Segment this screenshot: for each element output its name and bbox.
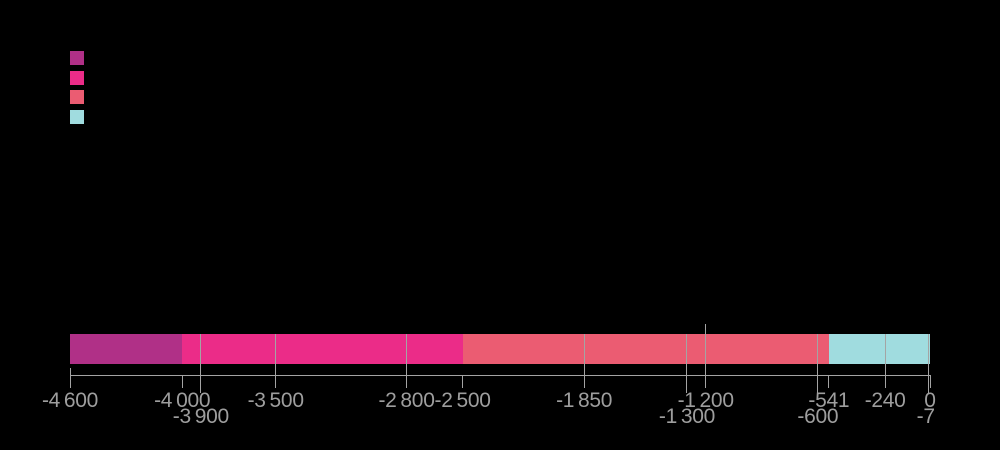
- tick-label--4000: -4 000: [154, 389, 211, 412]
- bar-segment-2: [182, 334, 463, 364]
- boundary-line--1300: [686, 334, 688, 375]
- axis-tick--3900: [200, 375, 202, 393]
- bar-segment-3: [462, 334, 829, 364]
- tick-label--1850: -1 850: [556, 389, 613, 412]
- tick-label--1200: -1 200: [677, 389, 734, 412]
- tick-label--541: -541: [808, 389, 850, 412]
- tick-label--240: -240: [864, 389, 906, 412]
- axis-tick--7: [928, 375, 930, 393]
- boundary-line--3900: [200, 334, 202, 375]
- bar-segment-4: [828, 334, 930, 364]
- tick-label--4600: -4 600: [41, 389, 99, 412]
- bar-segment-1: [70, 334, 183, 364]
- legend-swatch-series-3: [70, 90, 84, 104]
- boundary-line--7: [928, 334, 930, 375]
- axis-tick--600: [817, 375, 819, 393]
- boundary-line--1850: [583, 334, 585, 375]
- tick-label--600: -600: [797, 405, 839, 428]
- legend-swatch-series-2: [70, 71, 84, 85]
- boundary-line--240: [884, 334, 886, 375]
- tick-label--2800: -2 800: [378, 389, 435, 412]
- axis-tick--1300: [686, 375, 688, 393]
- boundary-line--600: [817, 334, 819, 375]
- axis-tick--4000: [181, 375, 183, 388]
- tick-label--1300: -1 300: [658, 405, 716, 428]
- tick-label--3900: -3 900: [172, 405, 229, 428]
- axis-tick--3500: [275, 375, 277, 388]
- tick-label--7: -7: [916, 405, 935, 428]
- tick-label--3500: -3 500: [247, 389, 304, 412]
- axis-tick--2500: [462, 375, 464, 388]
- axis-tick--4600: [69, 368, 71, 388]
- legend-swatch-series-1: [70, 51, 84, 65]
- x-axis-line: [70, 375, 930, 376]
- boundary-line--3500: [275, 334, 277, 375]
- tick-label-0: 0: [924, 389, 936, 412]
- axis-tick-0: [929, 375, 931, 388]
- axis-tick--541: [828, 375, 830, 388]
- axis-tick--2800: [406, 375, 408, 388]
- tick-label--2500: -2 500: [434, 389, 491, 412]
- axis-tick--240: [884, 375, 886, 388]
- boundary-line--1200: [705, 324, 707, 375]
- boundary-line--2800: [406, 334, 408, 375]
- axis-tick--1200: [705, 375, 707, 388]
- axis-tick--1850: [583, 375, 585, 388]
- legend-swatch-series-4: [70, 110, 84, 124]
